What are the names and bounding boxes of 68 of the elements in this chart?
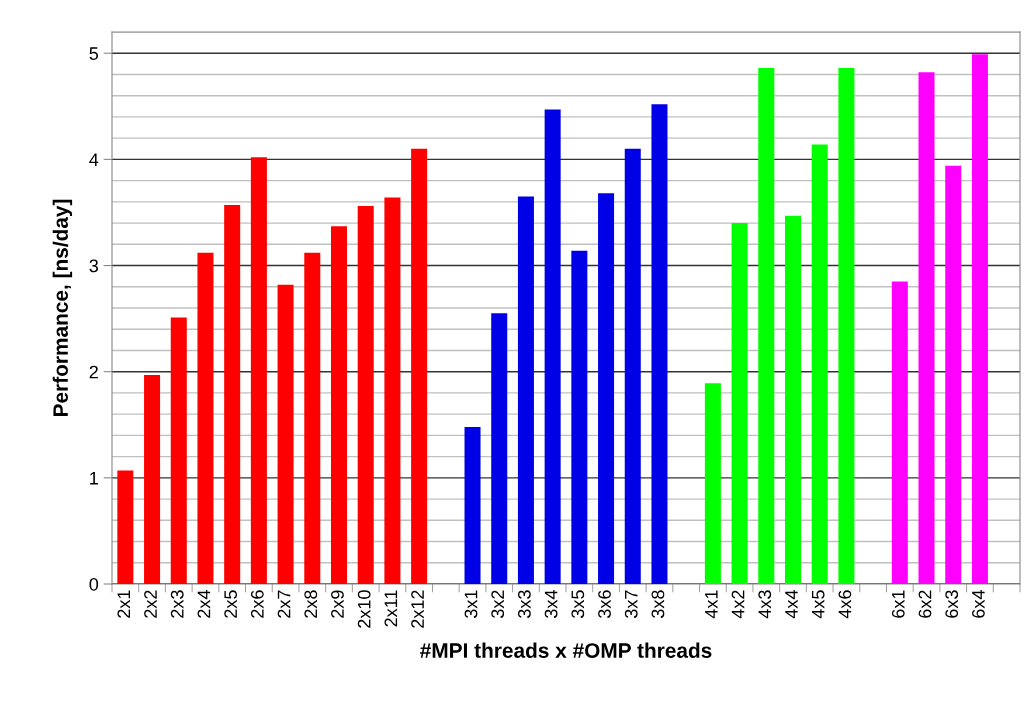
bar [758, 68, 775, 584]
y-tick-label: 4 [89, 153, 99, 166]
bar [411, 148, 428, 584]
bar [357, 206, 374, 584]
x-tick-label: 6x4 [972, 590, 985, 618]
bar [624, 148, 641, 584]
bar [651, 104, 668, 584]
bar [464, 426, 481, 584]
bar [731, 223, 748, 584]
x-tick-label: 2x1 [117, 590, 131, 618]
x-tick-label: 2x3 [170, 590, 184, 618]
x-tick-label: 4x3 [758, 590, 772, 619]
bar [544, 109, 561, 584]
x-tick-label: 3x2 [491, 590, 505, 618]
bar [491, 313, 508, 584]
bar [224, 205, 241, 584]
x-tick-label: 3x8 [651, 590, 665, 618]
bar [144, 374, 161, 584]
bar [918, 72, 935, 584]
y-axis-title: Performance, [ns/day] [52, 199, 73, 417]
y-tick-label: 1 [90, 471, 98, 485]
bar [197, 252, 214, 584]
x-tick-label: 2x10 [357, 590, 371, 628]
x-tick-label: 6x2 [918, 590, 932, 618]
bar [330, 226, 348, 584]
y-tick-label: 0 [89, 577, 99, 591]
bar [784, 215, 802, 584]
x-tick-label: 4x1 [705, 590, 718, 619]
bar [704, 383, 721, 584]
x-tick-label: 3x7 [624, 590, 638, 618]
y-tick-label: 2 [89, 365, 98, 379]
x-tick-label: 2x2 [144, 590, 157, 618]
x-tick-label: 3x4 [544, 590, 558, 618]
y-tick-label: 3 [89, 259, 99, 273]
x-tick-label: 3x1 [464, 590, 478, 618]
bar [250, 157, 267, 584]
x-tick-label: 4x4 [785, 590, 798, 619]
x-tick-label: 2x9 [331, 590, 344, 618]
x-tick-label: 2x12 [411, 590, 424, 628]
x-tick-label: 2x4 [197, 590, 211, 618]
x-tick-label: 4x6 [838, 590, 852, 619]
bar [117, 470, 134, 584]
x-tick-label: 3x6 [598, 590, 611, 618]
x-tick-label: 2x8 [304, 590, 318, 618]
x-tick-label: 3x3 [518, 590, 531, 618]
y-tick-label: 5 [89, 47, 99, 60]
x-tick-label: 6x3 [945, 590, 959, 618]
bar [811, 144, 828, 584]
bar [598, 193, 615, 584]
x-tick-label: 6x1 [891, 590, 905, 618]
x-tick-label: 4x5 [811, 590, 825, 619]
bar [838, 68, 855, 584]
x-tick-label: 2x11 [384, 590, 398, 627]
bar [304, 252, 321, 584]
x-tick-label: 3x5 [571, 590, 585, 618]
bar [277, 284, 294, 584]
bar [170, 317, 187, 584]
x-tick-label: 4x2 [731, 590, 745, 619]
x-tick-label: 2x7 [277, 590, 291, 618]
bar [945, 165, 962, 584]
bar [571, 250, 588, 584]
bar [891, 281, 908, 584]
x-axis-title: #MPI threads x #OMP threads [420, 642, 712, 658]
bar [517, 196, 534, 584]
x-tick-label: 2x5 [224, 590, 238, 618]
x-tick-label: 2x6 [250, 590, 264, 618]
bar [384, 197, 401, 584]
bar [971, 54, 988, 584]
